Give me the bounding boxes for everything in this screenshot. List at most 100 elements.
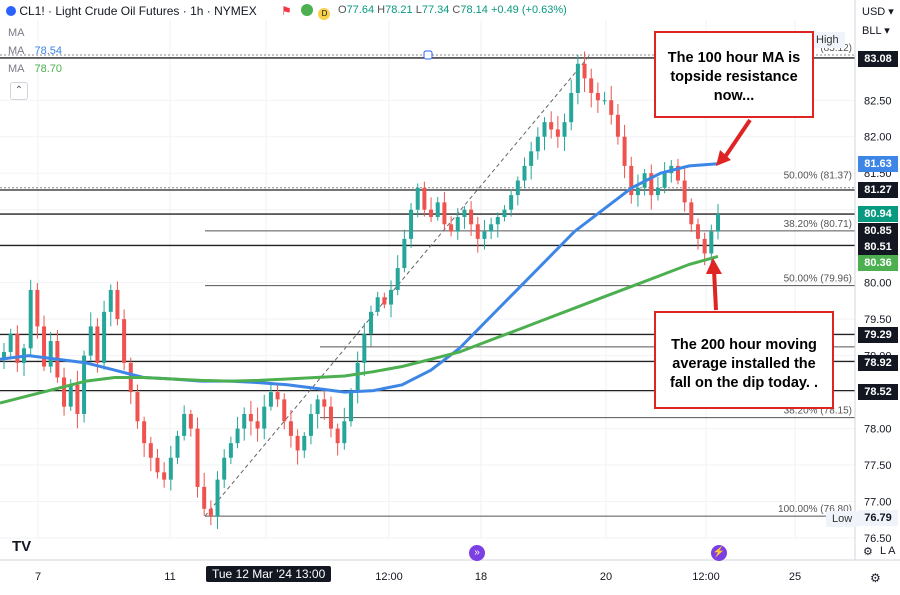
settings-icon[interactable]: ⚙: [870, 571, 881, 585]
candle-body: [649, 173, 654, 196]
crosshair-time-label: Tue 12 Mar '24 13:00: [206, 566, 332, 582]
candle-body: [462, 209, 467, 217]
symbol-title: CL1! · Light Crude Oil Futures · 1h · NY…: [19, 4, 257, 18]
price-tag-last: 80.94: [858, 206, 898, 222]
candle-body: [322, 399, 327, 407]
candle-body: [182, 413, 187, 436]
candle-body: [355, 362, 360, 393]
log-scale-toggle[interactable]: L A: [880, 545, 896, 557]
candle-body: [589, 78, 594, 93]
candle-body: [615, 114, 620, 137]
annotation-arrow-1: [721, 118, 752, 162]
y-tick-label: 82.50: [864, 95, 892, 107]
candle-body: [429, 209, 434, 217]
candle-body: [702, 238, 707, 254]
auto-scale-icon[interactable]: ⚙: [863, 546, 873, 558]
candle-body: [268, 392, 273, 407]
candle-body: [162, 472, 167, 480]
candle-body: [395, 268, 400, 290]
currency-selector[interactable]: USD ▾: [862, 6, 894, 18]
price-tag-high: 83.08: [858, 51, 898, 67]
candle-body: [82, 355, 87, 414]
fib-handle: [423, 50, 433, 60]
candle-body: [62, 377, 67, 407]
data-delayed-icon[interactable]: [301, 4, 314, 16]
candle-body: [215, 479, 220, 517]
candle-body: [635, 187, 640, 196]
candle-body: [415, 187, 420, 210]
unit-selector[interactable]: BLL ▾: [862, 25, 890, 37]
ma-legend-2[interactable]: MA 78.54: [8, 45, 63, 57]
x-tick-label: 12:00: [375, 571, 403, 583]
fib-label: 50.00% (79.96): [784, 274, 852, 285]
candle-body: [175, 435, 180, 458]
price-tag-7: 79.29: [858, 327, 898, 343]
candle-body: [168, 457, 173, 480]
fib-label: 50.00% (81.37): [784, 171, 852, 182]
candle-body: [202, 486, 207, 509]
forward-icon[interactable]: »: [469, 545, 485, 561]
candle-body: [35, 289, 40, 327]
candle-body: [682, 180, 687, 203]
candle-body: [102, 311, 107, 363]
ma-legend-1[interactable]: MA: [8, 27, 25, 39]
low-marker: Low: [826, 511, 859, 527]
y-tick-label: 78.00: [864, 424, 892, 436]
candle-body: [389, 289, 394, 305]
flag-icon[interactable]: ⚑: [281, 4, 292, 18]
candle-body: [75, 384, 80, 414]
candle-body: [409, 209, 414, 239]
candle-body: [222, 457, 227, 480]
candle-body: [382, 297, 387, 305]
candle-body: [122, 319, 127, 363]
candle-body: [342, 421, 347, 444]
candle-body: [15, 333, 20, 363]
x-tick-label: 7: [35, 571, 41, 583]
candle-body: [155, 457, 160, 473]
y-tick-label: 77.50: [864, 460, 892, 472]
candle-body: [449, 224, 454, 232]
x-tick-label: 12:00: [692, 571, 720, 583]
candle-body: [108, 289, 113, 312]
candle-body: [489, 224, 494, 232]
candle-body: [275, 392, 280, 400]
fib-label: 38.20% (78.15): [784, 406, 852, 417]
tradingview-logo[interactable]: TV: [12, 538, 32, 555]
y-tick-label: 76.50: [864, 533, 892, 545]
annotation-arrow-2: [712, 269, 718, 311]
candle-body: [369, 311, 374, 334]
currency-icon[interactable]: D: [318, 8, 331, 20]
candle-body: [629, 165, 634, 196]
collapse-legend-icon[interactable]: ⌃: [10, 82, 28, 100]
candle-body: [262, 406, 267, 429]
candle-body: [328, 406, 333, 429]
lightning-icon[interactable]: ⚡: [711, 545, 727, 561]
price-tag-low: 76.79: [858, 510, 898, 526]
candle-body: [115, 289, 120, 320]
candle-body: [515, 180, 520, 196]
candle-body: [348, 392, 353, 422]
candle-body: [362, 333, 367, 363]
candle-body: [295, 435, 300, 451]
candle-body: [455, 216, 460, 232]
candle-body: [555, 129, 560, 137]
candle-body: [148, 443, 153, 458]
candle-body: [535, 136, 540, 152]
x-tick-label: 18: [475, 571, 487, 583]
candle-body: [2, 351, 6, 360]
ma-legend-3[interactable]: MA 78.70: [8, 63, 63, 75]
candle-body: [509, 195, 514, 210]
annotation-200-hour-ma: The 200 hour moving average installed th…: [654, 311, 834, 409]
candle-body: [542, 122, 547, 137]
candle-body: [662, 173, 667, 188]
candle-body: [8, 333, 13, 352]
symbol-header[interactable]: CL1! · Light Crude Oil Futures · 1h · NY…: [6, 4, 257, 18]
arrowhead-1: [716, 150, 731, 166]
candle-body: [402, 238, 407, 269]
y-tick-label: 79.50: [864, 314, 892, 326]
ohlc-readout: O77.64 H78.21 L77.34 C78.14 +0.49 (+0.63…: [338, 4, 567, 16]
candle-body: [689, 202, 694, 225]
candle-body: [88, 326, 93, 356]
candle-body: [28, 289, 33, 349]
